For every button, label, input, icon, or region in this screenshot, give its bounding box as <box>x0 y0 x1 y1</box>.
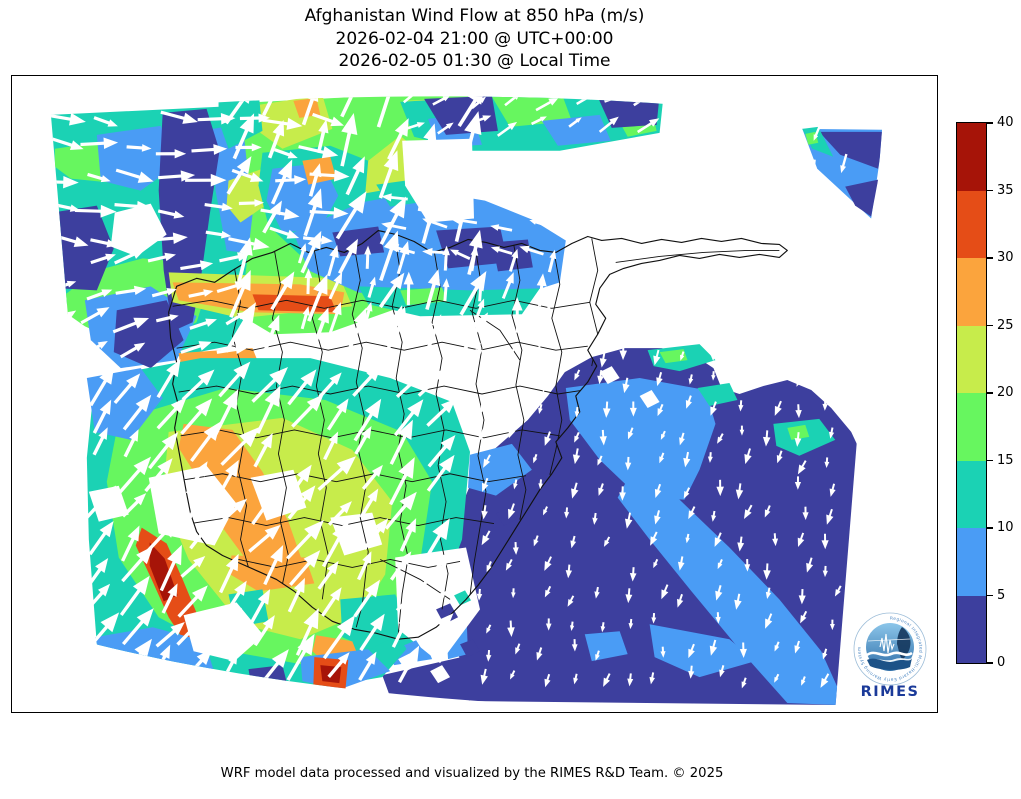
colorbar-segment <box>957 325 986 393</box>
colorbar-tick-label: 20 <box>997 385 1014 400</box>
colorbar-tick-label: 5 <box>997 587 1006 603</box>
colorbar-tick-label: 10 <box>997 520 1014 535</box>
colorbar-tick-label: 15 <box>997 452 1014 468</box>
colorbar-tick <box>987 527 993 529</box>
colorbar-tick <box>987 257 993 259</box>
colorbar-segment <box>957 123 986 191</box>
colorbar-tick <box>987 122 993 124</box>
colorbar-segment <box>957 258 986 326</box>
colorbar: 0 5 10 15 20 25 30 35 40 <box>956 115 1021 670</box>
colorbar-segment <box>957 595 986 663</box>
colorbar-tick-label: 40 <box>997 115 1014 130</box>
rimes-logo: Regional Integrated Multi-Hazard Early W… <box>850 611 930 703</box>
colorbar-tick <box>987 392 993 394</box>
map-panel <box>11 75 938 713</box>
colorbar-segment <box>957 190 986 258</box>
colorbar-tick-label: 35 <box>997 182 1014 198</box>
wind-map <box>50 96 883 706</box>
footer-credit: WRF model data processed and visualized … <box>220 766 724 781</box>
colorbar-segment <box>957 460 986 528</box>
colorbar-gradient <box>956 122 987 664</box>
colorbar-tick <box>987 189 993 192</box>
colorbar-tick <box>987 324 993 327</box>
colorbar-tick <box>987 662 993 664</box>
logo-wordmark: RIMES <box>861 684 920 700</box>
colorbar-segment <box>957 528 986 596</box>
colorbar-tick-label: 30 <box>997 250 1014 265</box>
figure-title: Afghanistan Wind Flow at 850 hPa (m/s) 2… <box>11 5 938 73</box>
title-local-time: 2026-02-05 01:30 @ Local Time <box>338 51 611 71</box>
logo-globe-icon <box>897 627 911 660</box>
colorbar-tick <box>987 459 993 462</box>
logo-wave-base <box>867 658 912 670</box>
colorbar-tick-label: 25 <box>997 317 1014 333</box>
title-main: Afghanistan Wind Flow at 850 hPa (m/s) <box>304 6 645 26</box>
title-utc-time: 2026-02-04 21:00 @ UTC+00:00 <box>335 28 614 49</box>
colorbar-tick <box>987 594 993 597</box>
colorbar-tick-label: 0 <box>997 655 1006 670</box>
colorbar-segment <box>957 393 986 461</box>
